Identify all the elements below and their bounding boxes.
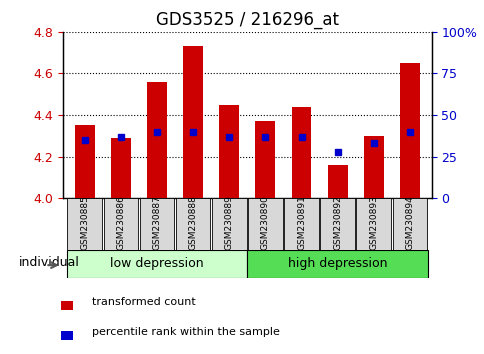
Bar	[392, 198, 426, 250]
Bar	[320, 198, 354, 250]
Text: GSM230889: GSM230889	[224, 195, 233, 250]
Bar	[175, 198, 210, 250]
Bar	[291, 107, 311, 198]
Bar	[284, 198, 318, 250]
Text: transformed count: transformed count	[92, 297, 196, 307]
Text: GSM230887: GSM230887	[152, 195, 161, 250]
Text: GSM230892: GSM230892	[333, 195, 342, 250]
Bar	[327, 165, 347, 198]
Title: GDS3525 / 216296_at: GDS3525 / 216296_at	[155, 11, 338, 29]
Bar	[212, 198, 246, 250]
Bar	[75, 125, 94, 198]
Bar	[103, 198, 138, 250]
Bar	[147, 82, 166, 198]
Bar	[139, 198, 174, 250]
Text: GSM230894: GSM230894	[405, 195, 414, 250]
Bar	[67, 198, 102, 250]
Text: high depression: high depression	[287, 257, 387, 270]
Text: percentile rank within the sample: percentile rank within the sample	[92, 327, 279, 337]
Text: individual: individual	[19, 256, 80, 269]
Bar	[66, 250, 247, 278]
Bar	[247, 250, 427, 278]
Text: GSM230886: GSM230886	[116, 195, 125, 250]
Text: GSM230888: GSM230888	[188, 195, 197, 250]
Bar	[219, 105, 239, 198]
Text: GSM230890: GSM230890	[260, 195, 270, 250]
Bar	[356, 198, 391, 250]
Bar	[183, 46, 203, 198]
Text: GSM230891: GSM230891	[296, 195, 305, 250]
Bar	[363, 136, 383, 198]
Bar	[247, 198, 282, 250]
Text: GSM230885: GSM230885	[80, 195, 89, 250]
Bar	[61, 301, 73, 310]
Bar	[61, 331, 73, 341]
Bar	[399, 63, 419, 198]
Bar	[255, 121, 275, 198]
Bar	[111, 138, 131, 198]
Text: GSM230893: GSM230893	[369, 195, 378, 250]
Text: low depression: low depression	[110, 257, 203, 270]
